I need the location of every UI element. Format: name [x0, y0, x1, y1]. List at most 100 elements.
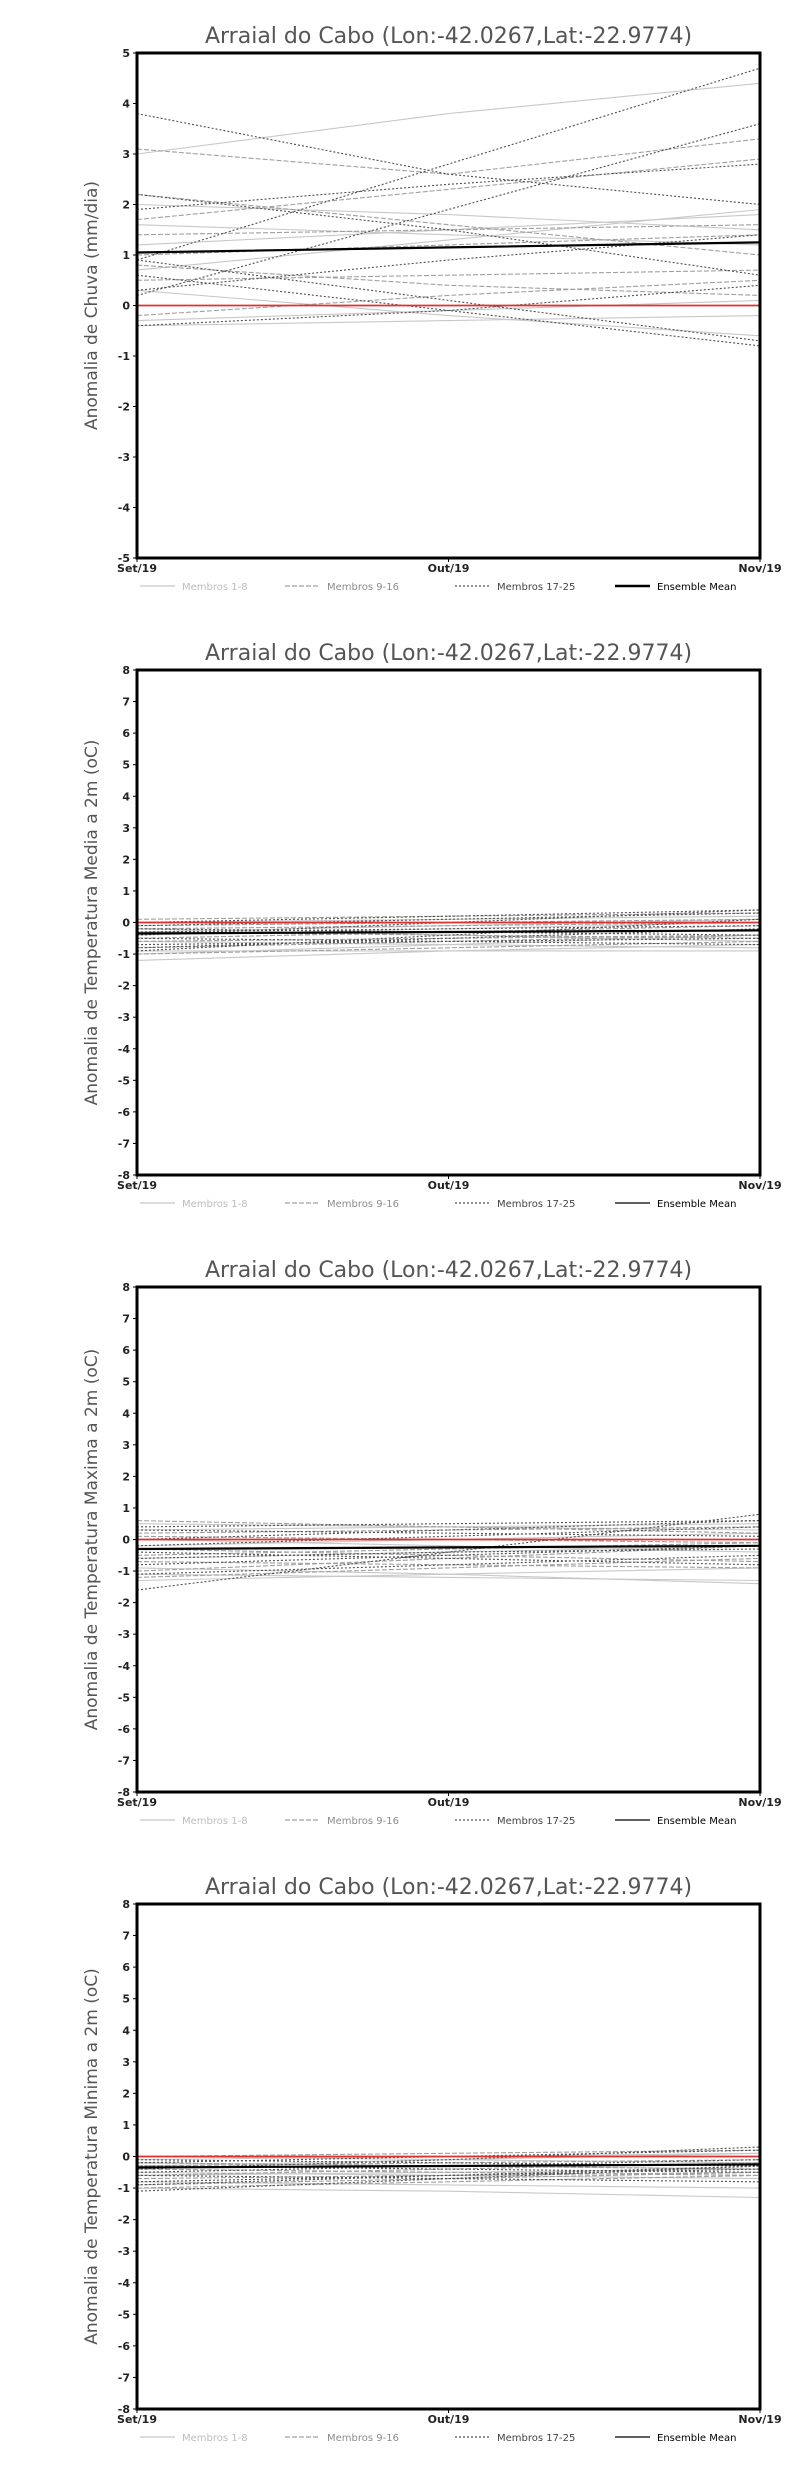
y-tick-label: -5: [118, 1691, 130, 1704]
member-series-line: [136, 2181, 761, 2189]
y-tick-label: -2: [118, 2214, 130, 2227]
y-tick-label: -7: [118, 1754, 130, 1767]
y-tick-label: 1: [122, 1502, 130, 1515]
y-tick-label: -5: [118, 1074, 130, 1087]
y-tick-label: 5: [122, 47, 130, 60]
y-tick-label: -2: [118, 1597, 130, 1610]
y-tick-label: 0: [122, 300, 130, 313]
y-tick-label: 5: [122, 1376, 130, 1389]
y-tick-label: -3: [118, 1628, 130, 1641]
plot-area: [136, 2146, 761, 2199]
member-series-line: [136, 2187, 761, 2199]
y-tick-label: 1: [122, 2119, 130, 2132]
ensemble-mean-line: [136, 929, 761, 935]
member-series-line: [136, 1548, 761, 1563]
legend-label: Membros 17-25: [497, 1199, 575, 1210]
member-series-line: [136, 1526, 761, 1534]
plot-area: [136, 1513, 761, 1591]
y-tick-label: 3: [122, 822, 130, 835]
y-tick-label: 1: [122, 249, 130, 262]
plot-frame: [135, 51, 762, 560]
member-series-line: [136, 2171, 761, 2180]
legend-label: Ensemble Mean: [657, 582, 736, 593]
y-tick-label: 7: [122, 1313, 130, 1326]
y-tick-label: 1: [122, 885, 130, 898]
member-series-line: [136, 934, 761, 955]
y-tick-label: 5: [122, 759, 130, 772]
x-tick-label: Set/19: [117, 1796, 157, 1809]
x-tick-label: Nov/19: [738, 562, 781, 575]
member-series-line: [136, 2174, 761, 2189]
y-tick-label: 3: [122, 2056, 130, 2069]
member-series-line: [136, 1573, 761, 1582]
x-tick-label: Set/19: [117, 562, 157, 575]
member-series-line: [136, 269, 761, 281]
y-tick-label: -2: [118, 980, 130, 993]
y-tick-label: -1: [118, 2182, 130, 2195]
y-tick-label: 6: [122, 1961, 130, 1974]
y-tick-label: -6: [118, 1723, 131, 1736]
chart-2: Arraial do Cabo (Lon:-42.0267,Lat:-22.97…: [82, 641, 782, 1210]
legend-label: Ensemble Mean: [657, 1199, 736, 1210]
y-tick-label: 8: [122, 664, 130, 677]
y-tick-label: -4: [118, 1043, 131, 1056]
legend-label: Membros 9-16: [327, 1816, 399, 1827]
chart-title: Arraial do Cabo (Lon:-42.0267,Lat:-22.97…: [205, 1258, 692, 1283]
member-series-line: [136, 931, 761, 939]
ensemble-mean-line: [136, 1544, 761, 1551]
member-series-line: [136, 284, 761, 327]
y-tick-label: 4: [122, 1407, 130, 1420]
y-tick-label: 7: [122, 696, 130, 709]
y-tick-label: -4: [118, 502, 131, 515]
x-tick-label: Nov/19: [738, 2413, 781, 2426]
y-tick-label: 8: [122, 1281, 130, 1294]
legend-label: Membros 1-8: [182, 1816, 248, 1827]
legend-label: Membros 1-8: [182, 2433, 248, 2444]
y-tick-label: 4: [122, 790, 130, 803]
member-series-line: [136, 203, 761, 231]
y-tick-label: 6: [122, 1344, 130, 1357]
member-series-line: [136, 2152, 761, 2167]
y-axis-label: Anomalia de Temperatura Minima a 2m (oC): [82, 1968, 102, 2345]
chart-title: Arraial do Cabo (Lon:-42.0267,Lat:-22.97…: [205, 24, 692, 49]
x-tick-label: Out/19: [428, 2413, 470, 2426]
legend-label: Membros 1-8: [182, 1199, 248, 1210]
legend-label: Membros 9-16: [327, 582, 399, 593]
y-tick-label: -8: [118, 2403, 130, 2416]
ensemble-mean-line: [136, 241, 761, 254]
member-series-line: [136, 934, 761, 942]
member-series-line: [136, 274, 761, 347]
chart-title: Arraial do Cabo (Lon:-42.0267,Lat:-22.97…: [205, 641, 692, 666]
y-tick-label: -4: [118, 2277, 131, 2290]
y-tick-label: -5: [118, 2308, 130, 2321]
member-series-line: [136, 123, 761, 296]
y-tick-label: 8: [122, 1898, 130, 1911]
member-series-line: [136, 193, 761, 276]
member-series-line: [136, 82, 761, 155]
y-tick-label: 0: [122, 1534, 130, 1547]
chart-4: Arraial do Cabo (Lon:-42.0267,Lat:-22.97…: [82, 1875, 782, 2444]
ensemble-mean-line: [136, 2163, 761, 2169]
member-series-line: [136, 279, 761, 317]
member-series-line: [136, 1567, 761, 1585]
member-series-line: [136, 2171, 761, 2186]
legend-label: Membros 9-16: [327, 2433, 399, 2444]
y-tick-label: -3: [118, 1011, 130, 1024]
legend-label: Membros 17-25: [497, 582, 575, 593]
legend-label: Ensemble Mean: [657, 1816, 736, 1827]
y-tick-label: -8: [118, 1786, 130, 1799]
y-tick-label: 0: [122, 2151, 130, 2164]
y-tick-label: -1: [118, 948, 130, 961]
plot-frame: [135, 1285, 762, 1794]
member-series-line: [136, 224, 761, 246]
chart-3: Arraial do Cabo (Lon:-42.0267,Lat:-22.97…: [82, 1258, 782, 1827]
member-series-line: [136, 208, 761, 271]
plot-area: [136, 909, 761, 961]
y-tick-label: -6: [118, 1106, 131, 1119]
y-tick-label: 2: [122, 853, 130, 866]
chart-1: Arraial do Cabo (Lon:-42.0267,Lat:-22.97…: [82, 24, 782, 593]
y-tick-label: 4: [122, 2024, 130, 2037]
x-tick-label: Out/19: [428, 562, 470, 575]
y-tick-label: -8: [118, 1169, 130, 1182]
